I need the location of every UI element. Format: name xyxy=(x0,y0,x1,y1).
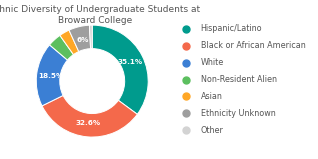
Text: Non-Resident Alien: Non-Resident Alien xyxy=(201,75,277,84)
Text: White: White xyxy=(201,58,224,67)
Wedge shape xyxy=(60,30,79,55)
Text: 35.1%: 35.1% xyxy=(117,59,142,65)
Text: Ethnicity Unknown: Ethnicity Unknown xyxy=(201,109,275,118)
Text: 6%: 6% xyxy=(76,37,88,43)
Wedge shape xyxy=(89,25,92,49)
Wedge shape xyxy=(92,25,148,114)
Text: Asian: Asian xyxy=(201,92,223,101)
Text: Hispanic/Latino: Hispanic/Latino xyxy=(201,24,262,33)
Wedge shape xyxy=(69,25,91,52)
Text: Black or African American: Black or African American xyxy=(201,41,305,50)
Text: 18.5%: 18.5% xyxy=(38,73,63,79)
Text: 32.6%: 32.6% xyxy=(76,120,101,126)
Wedge shape xyxy=(50,35,73,60)
Text: Other: Other xyxy=(201,126,224,135)
Wedge shape xyxy=(42,95,137,137)
Wedge shape xyxy=(36,45,67,106)
Text: Ethnic Diversity of Undergraduate Students at
Broward College: Ethnic Diversity of Undergraduate Studen… xyxy=(0,5,200,25)
